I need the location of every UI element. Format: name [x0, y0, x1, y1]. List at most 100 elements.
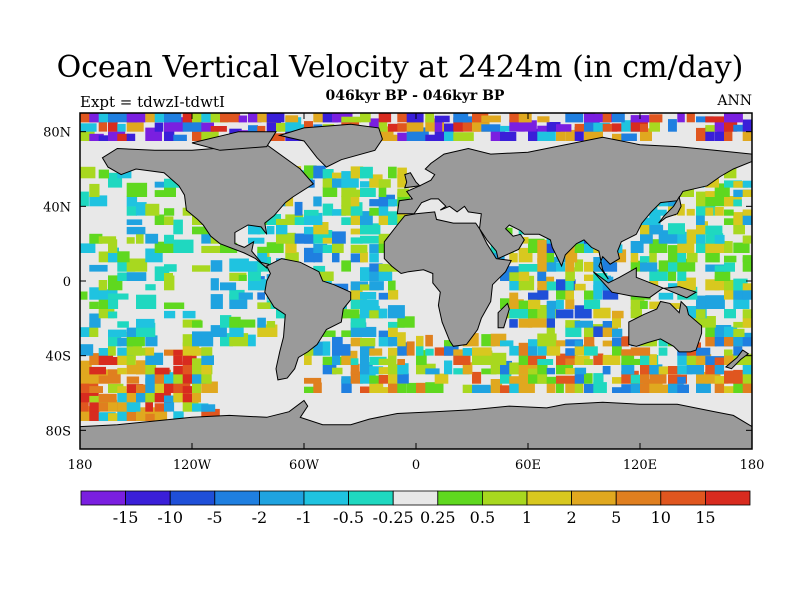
field-cell [677, 249, 686, 263]
field-cell [388, 351, 397, 365]
field-cell [98, 348, 112, 356]
field-cell [444, 127, 454, 141]
colorbar-label: 1 [522, 508, 532, 527]
land-eurasia [396, 136, 752, 280]
field-cell [145, 391, 157, 403]
field-cell [705, 207, 714, 216]
field-cell [154, 410, 168, 421]
field-cell [136, 347, 148, 356]
field-cell [388, 364, 404, 375]
field-cell [257, 246, 278, 253]
field-cell [434, 121, 443, 132]
field-cell [378, 308, 388, 319]
field-cell [80, 113, 99, 123]
field-cell [462, 116, 472, 123]
field-cell [649, 213, 661, 225]
field-cell [556, 375, 576, 384]
colorbar-box [660, 490, 706, 506]
field-cell [565, 320, 581, 328]
field-cell [574, 367, 587, 375]
x-tick-label: 60W [289, 458, 320, 473]
field-cell [705, 333, 717, 347]
field-cell [518, 380, 535, 393]
field-cell [350, 281, 369, 291]
field-cell [220, 282, 237, 291]
field-cell [546, 248, 555, 263]
colorbar-box [392, 490, 439, 506]
field-cell [397, 342, 408, 356]
field-cell [322, 244, 340, 253]
field-cell [742, 364, 752, 375]
field-cell [313, 382, 322, 393]
field-cell [238, 115, 248, 123]
field-cell [369, 199, 388, 207]
field-cell [332, 178, 348, 188]
field-cell [658, 260, 675, 272]
field-cell [182, 386, 194, 393]
field-cell [724, 180, 743, 188]
field-cell [388, 211, 400, 225]
land-uk [404, 172, 421, 189]
field-cell [341, 195, 354, 207]
field-cell [266, 321, 276, 328]
field-cell [192, 122, 202, 132]
colorbar-label: 0.5 [470, 508, 495, 527]
colorbar-box [526, 490, 572, 506]
field-cell [640, 300, 648, 309]
field-cell [509, 113, 525, 123]
field-cell [714, 361, 725, 375]
field-cell [481, 124, 501, 132]
field-cell [677, 189, 694, 197]
field-cell [574, 123, 588, 132]
land-madagascar [497, 302, 510, 329]
field-cell [584, 121, 600, 132]
field-cell [556, 285, 566, 300]
field-cell [733, 297, 750, 309]
field-cell [444, 360, 453, 375]
field-cell [360, 252, 368, 263]
field-cell [220, 242, 238, 253]
field-cell [621, 362, 635, 375]
field-cell [126, 113, 146, 123]
field-cell [584, 261, 603, 272]
colorbar-box [348, 490, 394, 506]
field-cell [145, 233, 159, 244]
colorbar-label: 0.25 [420, 508, 456, 527]
field-cell [714, 234, 725, 244]
field-cell [733, 221, 745, 235]
field-cell [360, 386, 372, 393]
field-cell [98, 393, 117, 403]
field-cell [192, 391, 201, 403]
field-cell [378, 292, 389, 300]
field-cell [136, 202, 147, 216]
field-cell [630, 298, 645, 309]
field-cell [388, 321, 405, 328]
field-cell [360, 299, 379, 309]
field-cell [164, 310, 176, 319]
field-cell [724, 309, 736, 319]
field-cell [630, 358, 647, 365]
field-cell [724, 241, 733, 253]
field-cell [89, 287, 100, 300]
field-cell [584, 332, 595, 347]
field-cell [201, 113, 214, 123]
field-cell [714, 376, 729, 384]
field-cell [117, 272, 135, 281]
field-cell [89, 402, 101, 412]
field-cell [509, 319, 518, 328]
field-cell [574, 320, 593, 328]
field-cell [201, 362, 212, 375]
field-cell [574, 283, 586, 291]
field-cell [406, 129, 423, 141]
field-cell [126, 226, 146, 235]
field-cell [108, 239, 118, 253]
field-cell [705, 233, 724, 244]
field-cell [360, 235, 380, 244]
field-cell [126, 401, 141, 412]
field-cell [584, 383, 597, 393]
colorbar-label: 5 [611, 508, 621, 527]
field-cell [80, 123, 97, 132]
colorbar-label: -5 [207, 508, 223, 527]
field-cell [602, 354, 619, 365]
